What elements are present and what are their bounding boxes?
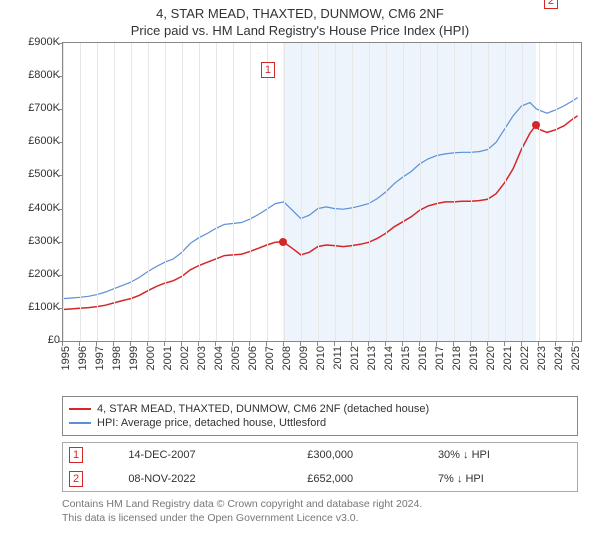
x-tick-label: 2008 <box>281 346 293 370</box>
y-tick-label: £600K <box>16 135 60 147</box>
x-tick-label: 2021 <box>502 346 514 370</box>
x-tick-label: 2005 <box>230 346 242 370</box>
chart-svg <box>63 43 581 341</box>
x-tick-label: 2006 <box>247 346 259 370</box>
x-tick-label: 2024 <box>553 346 565 370</box>
x-tick-label: 2014 <box>383 346 395 370</box>
event-price: £652,000 <box>301 467 432 492</box>
y-tick-label: £800K <box>16 69 60 81</box>
event-row: 2 08-NOV-2022£652,0007% ↓ HPI <box>63 467 578 492</box>
legend-row: 4, STAR MEAD, THAXTED, DUNMOW, CM6 2NF (… <box>69 403 571 415</box>
x-tick-label: 1996 <box>77 346 89 370</box>
event-id-marker: 1 <box>69 447 83 463</box>
plot-area: 12 <box>62 42 582 342</box>
y-tick-label: £500K <box>16 168 60 180</box>
event-delta: 7% ↓ HPI <box>432 467 578 492</box>
x-tick-label: 2000 <box>145 346 157 370</box>
x-tick-label: 2022 <box>519 346 531 370</box>
x-tick-label: 2013 <box>366 346 378 370</box>
legend-label: 4, STAR MEAD, THAXTED, DUNMOW, CM6 2NF (… <box>97 403 429 415</box>
chart-title: 4, STAR MEAD, THAXTED, DUNMOW, CM6 2NF <box>0 6 600 21</box>
y-tick-label: £400K <box>16 202 60 214</box>
event-date: 14-DEC-2007 <box>122 443 301 468</box>
event-row: 1 14-DEC-2007£300,00030% ↓ HPI <box>63 443 578 468</box>
x-tick-label: 2010 <box>315 346 327 370</box>
footer-line-2: This data is licensed under the Open Gov… <box>62 512 578 526</box>
x-tick-label: 2001 <box>162 346 174 370</box>
x-tick-label: 2017 <box>434 346 446 370</box>
event-marker-2: 2 <box>544 0 558 9</box>
footer-line-1: Contains HM Land Registry data © Crown c… <box>62 498 578 512</box>
chart-area: £0£100K£200K£300K£400K£500K£600K£700K£80… <box>22 42 582 392</box>
x-tick-label: 2007 <box>264 346 276 370</box>
event-id-marker: 2 <box>69 471 83 487</box>
legend-label: HPI: Average price, detached house, Uttl… <box>97 417 326 429</box>
x-tick-label: 2004 <box>213 346 225 370</box>
x-tick-label: 2019 <box>468 346 480 370</box>
x-tick-label: 2003 <box>196 346 208 370</box>
legend: 4, STAR MEAD, THAXTED, DUNMOW, CM6 2NF (… <box>62 396 578 436</box>
y-tick-label: £200K <box>16 268 60 280</box>
event-price: £300,000 <box>301 443 432 468</box>
x-tick-label: 1995 <box>60 346 72 370</box>
legend-swatch <box>69 422 91 424</box>
event-date: 08-NOV-2022 <box>122 467 301 492</box>
x-tick-label: 2012 <box>349 346 361 370</box>
x-tick-label: 2018 <box>451 346 463 370</box>
y-tick-label: £900K <box>16 36 60 48</box>
x-tick-label: 1997 <box>94 346 106 370</box>
event-marker-1: 1 <box>261 62 275 78</box>
y-tick-label: £300K <box>16 235 60 247</box>
x-tick-label: 2025 <box>570 346 582 370</box>
events-table: 1 14-DEC-2007£300,00030% ↓ HPI 2 08-NOV-202… <box>62 442 578 492</box>
x-tick-label: 2015 <box>400 346 412 370</box>
event-point-1 <box>279 238 287 246</box>
x-tick-label: 2009 <box>298 346 310 370</box>
y-tick-label: £700K <box>16 102 60 114</box>
series-price_paid <box>63 116 578 310</box>
x-tick-label: 2002 <box>179 346 191 370</box>
x-tick-label: 1998 <box>111 346 123 370</box>
x-tick-label: 2016 <box>417 346 429 370</box>
y-tick-label: £100K <box>16 301 60 313</box>
chart-subtitle: Price paid vs. HM Land Registry's House … <box>0 23 600 38</box>
x-tick-label: 2023 <box>536 346 548 370</box>
y-axis: £0£100K£200K£300K£400K£500K£600K£700K£80… <box>16 42 60 342</box>
event-point-2 <box>532 121 540 129</box>
x-tick-label: 2020 <box>485 346 497 370</box>
y-tick-label: £0 <box>16 334 60 346</box>
footer-text: Contains HM Land Registry data © Crown c… <box>62 498 578 525</box>
legend-swatch <box>69 408 91 410</box>
x-tick-label: 2011 <box>332 346 344 370</box>
x-axis: 1995 1996 1997 1998 1999 2000 2001 2002 2003 2004… <box>62 342 582 392</box>
event-delta: 30% ↓ HPI <box>432 443 578 468</box>
legend-row: HPI: Average price, detached house, Uttl… <box>69 417 571 429</box>
x-tick-label: 1999 <box>128 346 140 370</box>
series-hpi <box>63 98 578 299</box>
